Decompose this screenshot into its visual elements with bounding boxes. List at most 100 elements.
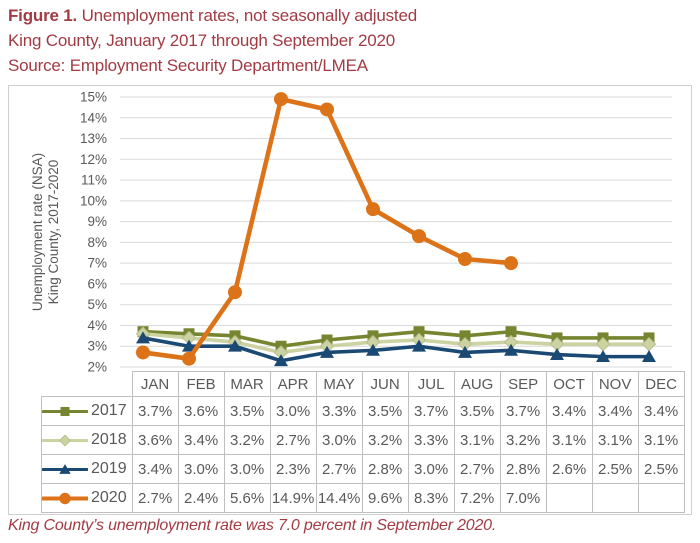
series-line [141, 336, 651, 363]
table-row-2019: 2019 3.4% 3.0% 3.0% 2.3% 2.7% 2.8% 3.0% 2.7% 2.8%… [41, 454, 685, 484]
value-cell: 3.5% [361, 396, 409, 426]
value-cell: 3.6% [131, 425, 179, 455]
data-point-marker [320, 345, 334, 358]
data-point-marker [595, 336, 611, 352]
series-line [141, 331, 651, 355]
data-point-marker [641, 336, 657, 352]
series-line [141, 329, 651, 349]
value-cell: 3.1% [637, 425, 685, 455]
y-tick-label: 14% [80, 110, 107, 125]
y-tick-label: 6% [87, 276, 107, 291]
data-point-marker [504, 343, 518, 356]
value-cell: 14.4% [315, 483, 363, 513]
value-cell: 2.3% [269, 454, 317, 484]
value-cell: 14.9% [269, 483, 317, 513]
value-cell: 3.0% [177, 454, 225, 484]
month-header-cell: FEB [177, 371, 225, 397]
value-cell: 3.7% [407, 396, 455, 426]
legend-key-icon [42, 492, 88, 504]
value-cell: 2.7% [315, 454, 363, 484]
data-point-marker [504, 256, 518, 271]
month-header-cell: APR [269, 371, 317, 397]
value-cell: 3.0% [269, 396, 317, 426]
month-header-cell: AUG [453, 371, 501, 397]
y-tick-label: 9% [87, 214, 107, 229]
value-cell: 7.0% [499, 483, 547, 513]
value-cell: 3.7% [499, 396, 547, 426]
data-table: JAN FEB MAR APR MAY JUN JUL AUG SEP OCT NOV DEC 2017… [41, 371, 685, 513]
legend-year-label: 2020 [91, 489, 127, 506]
legend-cell-2017: 2017 [41, 396, 133, 426]
y-tick-label: 4% [87, 318, 107, 333]
legend-key-icon [42, 406, 88, 416]
data-point-marker [274, 92, 288, 107]
y-tick-label: 10% [80, 193, 107, 208]
data-point-marker [412, 339, 426, 352]
value-cell: 3.0% [315, 425, 363, 455]
figure-source: Source: Employment Security Department/L… [8, 56, 368, 75]
value-cell: 9.6% [361, 483, 409, 513]
value-cell: 3.1% [545, 425, 593, 455]
data-point-marker [549, 336, 565, 352]
data-point-marker [136, 345, 150, 360]
value-cell: 3.3% [407, 425, 455, 455]
data-point-marker [273, 345, 289, 360]
value-cell: 3.4% [591, 396, 639, 426]
legend-year-label: 2017 [91, 402, 127, 419]
value-cell: 3.1% [591, 425, 639, 455]
series-2020 [136, 92, 518, 366]
data-point-marker [412, 229, 426, 244]
data-point-marker [60, 406, 70, 416]
month-header-cell: MAY [315, 371, 363, 397]
value-cell: 5.6% [223, 483, 271, 513]
figure-title-line: Figure 1. Unemployment rates, not season… [8, 3, 668, 28]
value-cell: 2.5% [637, 454, 685, 484]
y-tick-label: 5% [87, 297, 107, 312]
value-cell: 3.1% [453, 425, 501, 455]
value-cell: 3.5% [453, 396, 501, 426]
value-cell [545, 483, 593, 513]
value-cell: 3.2% [223, 425, 271, 455]
figure-title: Unemployment rates, not seasonally adjus… [77, 6, 418, 25]
value-cell: 3.4% [177, 425, 225, 455]
month-header-cell: JUN [361, 371, 409, 397]
data-point-marker [459, 330, 471, 342]
value-cell: 3.4% [545, 396, 593, 426]
value-cell: 2.6% [545, 454, 593, 484]
figure-label: Figure 1. [8, 6, 78, 25]
legend-year-label: 2018 [91, 431, 127, 448]
value-cell: 2.5% [591, 454, 639, 484]
value-cell: 3.0% [407, 454, 455, 484]
value-cell: 2.8% [499, 454, 547, 484]
data-point-marker [228, 339, 242, 352]
month-header-cell: JUL [407, 371, 455, 397]
value-cell: 3.5% [223, 396, 271, 426]
data-point-marker [274, 354, 288, 367]
data-point-marker [458, 345, 472, 358]
y-tick-label: 12% [80, 152, 107, 167]
value-cell: 3.7% [131, 396, 179, 426]
table-row-2018: 2018 3.6% 3.4% 3.2% 2.7% 3.0% 3.2% 3.3% 3.1% 3.2%… [41, 425, 685, 455]
data-point-marker [58, 433, 72, 447]
legend-key-icon [42, 463, 88, 474]
data-point-marker [596, 350, 610, 363]
legend-cell-2018: 2018 [41, 425, 133, 455]
series-2019 [136, 331, 656, 367]
value-cell: 3.0% [223, 454, 271, 484]
value-cell: 3.2% [361, 425, 409, 455]
data-point-marker [366, 343, 380, 356]
y-tick-label: 7% [87, 256, 107, 271]
y-tick-label: 8% [87, 235, 107, 250]
data-point-marker [503, 334, 519, 350]
data-point-marker [550, 347, 564, 360]
data-point-marker [413, 326, 425, 338]
data-point-marker [320, 102, 334, 117]
chart-frame: Unemployment rate (NSA) King County, 201… [8, 85, 692, 515]
data-point-marker [182, 351, 196, 366]
month-header-cell: NOV [591, 371, 639, 397]
figure-subtitle: King County, January 2017 through Septem… [8, 31, 396, 50]
value-cell [591, 483, 639, 513]
data-point-marker [182, 339, 196, 352]
value-cell: 2.7% [131, 483, 179, 513]
y-tick-label: 13% [80, 131, 107, 146]
